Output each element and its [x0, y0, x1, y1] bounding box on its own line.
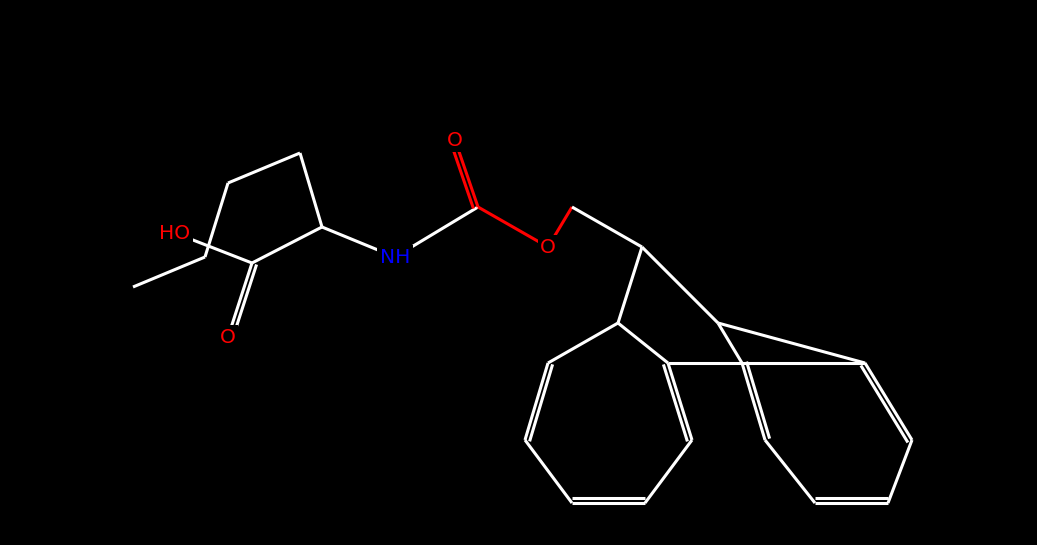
Text: HO: HO [160, 223, 191, 243]
Text: O: O [540, 238, 556, 257]
Text: O: O [447, 130, 463, 149]
Text: O: O [220, 328, 236, 347]
Text: NH: NH [380, 247, 411, 267]
